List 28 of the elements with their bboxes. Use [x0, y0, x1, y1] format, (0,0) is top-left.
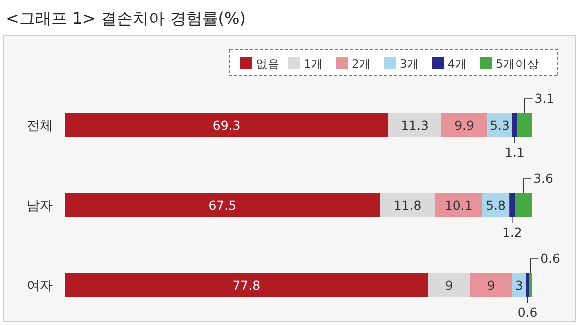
data-label: 9	[487, 278, 496, 293]
data-label: 5.8	[486, 198, 506, 213]
data-label: 1.1	[505, 145, 525, 160]
data-label: 11.3	[401, 118, 429, 133]
data-label: 3	[515, 278, 524, 293]
legend-label: 없음	[256, 57, 280, 71]
legend-label: 2개	[352, 57, 372, 71]
data-label: 1.2	[502, 225, 522, 240]
data-label: 67.5	[208, 198, 237, 213]
legend-label: 3개	[400, 57, 420, 71]
y-tick-label: 여자	[27, 279, 53, 294]
data-label: 0.6	[540, 251, 561, 266]
title: <그래프 1> 결손치아 경험률(%)	[6, 9, 246, 28]
data-label: 3.1	[534, 91, 555, 106]
data-label: 5.3	[490, 118, 510, 133]
data-label: 0.6	[518, 305, 538, 320]
data-label: 9.9	[454, 118, 474, 133]
y-tick-label: 전체	[27, 119, 53, 134]
y-tick-label: 남자	[27, 199, 53, 214]
legend-label: 4개	[448, 57, 468, 71]
data-label: 9	[445, 278, 454, 293]
data-label: 10.1	[444, 198, 473, 213]
data-label: 69.3	[212, 118, 241, 133]
data-label: 3.6	[534, 171, 554, 186]
legend-label: 1개	[304, 57, 324, 71]
data-label: 11.8	[394, 198, 422, 213]
data-label: 77.8	[232, 278, 261, 293]
legend-label: 5개이상	[496, 57, 540, 71]
